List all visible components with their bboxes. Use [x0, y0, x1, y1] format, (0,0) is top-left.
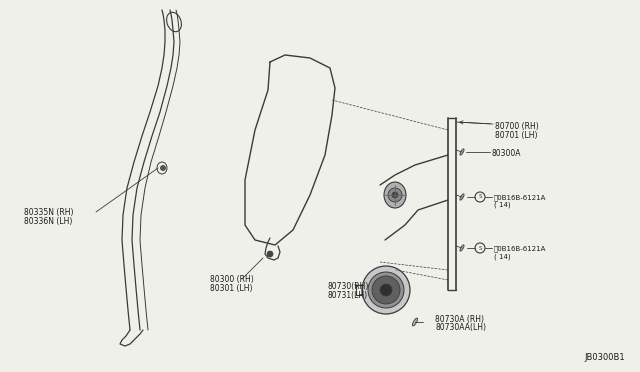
- Text: 80301 (LH): 80301 (LH): [210, 284, 253, 293]
- Ellipse shape: [460, 149, 464, 155]
- Text: 80730AA(LH): 80730AA(LH): [435, 323, 486, 332]
- Text: 80335N (RH): 80335N (RH): [24, 208, 74, 217]
- Text: S: S: [478, 246, 482, 250]
- Circle shape: [388, 188, 402, 202]
- Ellipse shape: [384, 182, 406, 208]
- Text: ( 14): ( 14): [494, 202, 511, 208]
- Text: 80700 (RH): 80700 (RH): [495, 122, 539, 131]
- Text: 80730A (RH): 80730A (RH): [435, 315, 484, 324]
- Circle shape: [372, 276, 400, 304]
- Text: ( 14): ( 14): [494, 253, 511, 260]
- Ellipse shape: [368, 272, 404, 308]
- Ellipse shape: [460, 245, 464, 251]
- Ellipse shape: [460, 194, 464, 200]
- Text: 80730(RH): 80730(RH): [328, 282, 369, 291]
- Text: 80336N (LH): 80336N (LH): [24, 217, 72, 226]
- Circle shape: [161, 166, 166, 170]
- Circle shape: [380, 284, 392, 296]
- Text: 80701 (LH): 80701 (LH): [495, 131, 538, 140]
- Circle shape: [392, 192, 398, 198]
- Text: JB0300B1: JB0300B1: [584, 353, 625, 362]
- Text: 0B16B-6121A: 0B16B-6121A: [494, 194, 547, 201]
- Ellipse shape: [412, 318, 417, 326]
- Ellipse shape: [362, 266, 410, 314]
- Text: S: S: [478, 195, 482, 199]
- Text: 0B16B-6121A: 0B16B-6121A: [494, 245, 547, 251]
- Text: 80300A: 80300A: [492, 149, 522, 158]
- Text: 80300 (RH): 80300 (RH): [210, 275, 253, 284]
- Text: 80731(LH): 80731(LH): [328, 291, 368, 300]
- Circle shape: [267, 251, 273, 257]
